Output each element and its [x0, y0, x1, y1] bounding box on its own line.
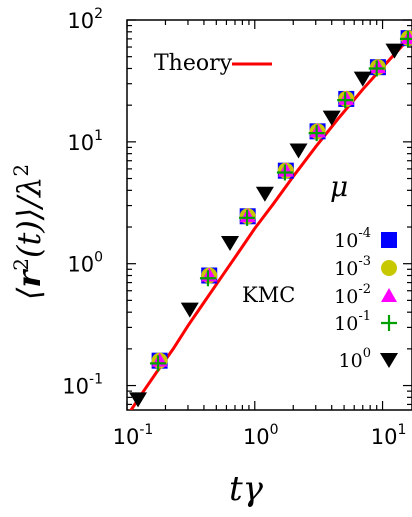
y-axis-label: ⟨r2(t)⟩/λ2: [9, 164, 48, 300]
data-point-plus: [399, 30, 412, 47]
data-point-triangle-down: [221, 235, 240, 251]
legend-kmc-label: KMC: [242, 283, 295, 307]
data-point-plus: [150, 355, 167, 372]
legend-marker-square: [381, 232, 397, 248]
plot-frame: [126, 19, 412, 411]
data-point-plus: [368, 60, 385, 77]
data-point-plus: [199, 270, 216, 287]
kmc-markers-layer: [129, 30, 412, 408]
svg-text:⟨r2(t)⟩/λ2: ⟨r2(t)⟩/λ2: [9, 164, 48, 300]
tick-label: 102: [67, 6, 103, 33]
tick-label: 101: [67, 128, 103, 155]
y-label-t: (t)⟩/λ: [10, 177, 48, 258]
data-point-plus: [239, 209, 256, 226]
data-point-triangle-down: [255, 186, 274, 202]
legend-entries: 10-410-310-210-1 100: [334, 226, 398, 372]
legend-entry-label: 10-1: [334, 309, 371, 335]
y-label-r: r: [10, 269, 48, 288]
legend-theory-label: Theory: [154, 51, 233, 76]
legend-marker-circle: [381, 260, 397, 276]
legend-entry-label: 10-4: [334, 226, 371, 252]
legend-title-mu: μ: [330, 170, 348, 203]
axis-ticks: 10-1 100 101 102 10-1 100 101: [62, 6, 412, 449]
data-point-triangle-down: [385, 43, 404, 59]
y-label-sup-1: 2: [9, 258, 33, 271]
y-label-bracket-open: ⟨: [10, 287, 48, 300]
x-axis-label: tγ: [229, 469, 264, 509]
legend-entry-label: 10-3: [334, 254, 371, 280]
legend-marker-triangle-up: [381, 288, 397, 302]
tick-label: 100: [243, 422, 279, 449]
legend-entry-label: 10-2: [334, 282, 371, 308]
tick-label: 101: [371, 422, 407, 449]
tick-label: 100: [67, 250, 103, 277]
data-point-triangle-up: [369, 59, 386, 74]
data-point-triangle-down: [322, 110, 341, 126]
legend-marker-plus: [381, 315, 397, 331]
data-point-triangle-down: [129, 392, 148, 408]
legend-marker-triangle-down: [380, 353, 398, 368]
data-point-plus: [308, 125, 325, 142]
legend-entry-label: 100: [339, 346, 371, 372]
data-point-triangle-down: [353, 71, 372, 87]
tick-label: 10-1: [62, 372, 103, 399]
y-label-sup-2: 2: [9, 164, 33, 177]
tick-label: 10-1: [113, 422, 154, 449]
data-point-triangle-down: [289, 143, 308, 159]
data-point-triangle-down: [180, 302, 199, 318]
data-point-plus: [337, 92, 354, 109]
data-point-triangle-up: [400, 30, 412, 45]
data-point-plus: [276, 164, 293, 181]
